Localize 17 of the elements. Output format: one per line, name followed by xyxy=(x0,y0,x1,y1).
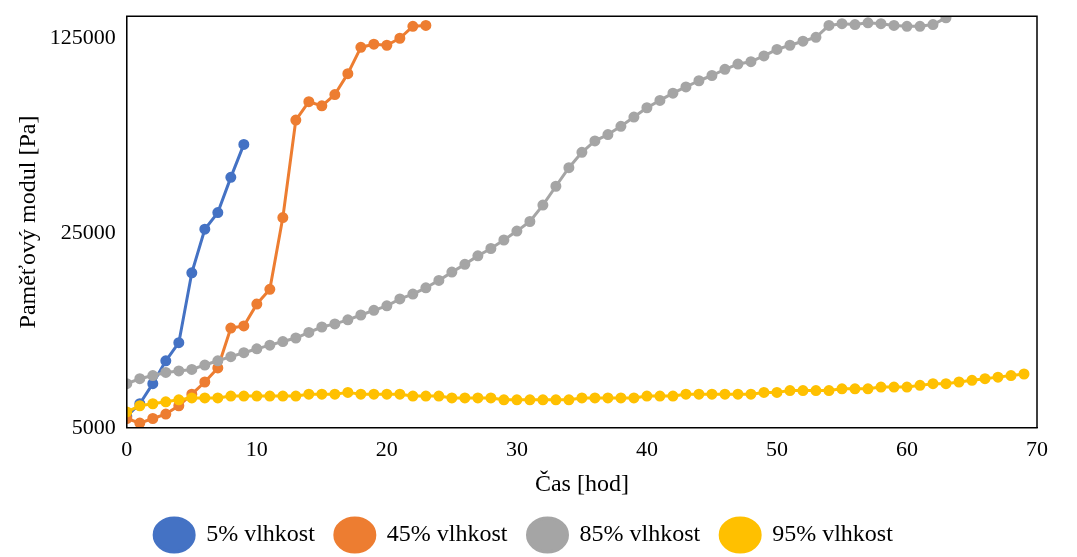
x-tick-label: 50 xyxy=(765,435,788,461)
legend-label: 85% vlhkost xyxy=(579,520,701,547)
x-tick-label: 70 xyxy=(1026,435,1048,461)
x-tick-label: 10 xyxy=(245,435,268,461)
x-axis-title: Čas [hod] xyxy=(534,469,629,496)
x-tick-label: 0 xyxy=(121,435,133,461)
legend-label: 45% vlhkost xyxy=(386,520,508,547)
legend-label: 95% vlhkost xyxy=(772,520,894,547)
legend-label: 5% vlhkost xyxy=(206,520,316,547)
y-tick-label: 5000 xyxy=(71,413,116,439)
y-tick-label: 25000 xyxy=(60,218,116,244)
x-tick-label: 30 xyxy=(505,435,528,461)
y-axis-title: Paměťový modul [Pa] xyxy=(13,115,40,329)
y-tick-label: 125000 xyxy=(49,24,116,50)
x-tick-label: 20 xyxy=(375,435,398,461)
x-tick-label: 60 xyxy=(895,435,918,461)
x-tick-label: 40 xyxy=(635,435,658,461)
